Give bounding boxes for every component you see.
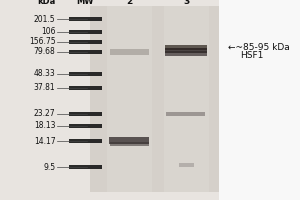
Text: 48.33: 48.33 <box>34 70 56 78</box>
Bar <box>69 139 102 143</box>
Bar <box>165 51 207 56</box>
Text: ←~85-95 kDa: ←~85-95 kDa <box>228 44 290 52</box>
Bar <box>69 112 102 116</box>
Text: 3: 3 <box>183 0 189 6</box>
Bar <box>69 30 102 34</box>
Bar <box>69 165 102 169</box>
Text: kDa: kDa <box>37 0 56 6</box>
Text: HSF1: HSF1 <box>240 51 263 60</box>
Bar <box>110 49 148 55</box>
Bar <box>219 0 300 200</box>
Bar <box>165 48 207 53</box>
Bar <box>69 40 102 44</box>
Bar <box>165 45 207 50</box>
Text: 18.13: 18.13 <box>34 121 56 130</box>
Text: 106: 106 <box>41 27 56 36</box>
Bar <box>69 50 102 54</box>
Text: MW: MW <box>77 0 94 6</box>
Text: 37.81: 37.81 <box>34 83 56 92</box>
Bar <box>109 137 149 144</box>
Bar <box>164 6 208 192</box>
Bar <box>167 112 206 116</box>
Bar <box>69 124 102 128</box>
Bar <box>69 72 102 76</box>
Bar <box>69 17 102 21</box>
Text: 201.5: 201.5 <box>34 15 56 23</box>
Bar <box>110 142 148 146</box>
Text: 9.5: 9.5 <box>44 162 56 171</box>
Bar <box>106 6 152 192</box>
Text: 14.17: 14.17 <box>34 136 56 146</box>
Text: 23.27: 23.27 <box>34 110 56 118</box>
Text: 79.68: 79.68 <box>34 47 56 56</box>
Text: 2: 2 <box>126 0 132 6</box>
Bar <box>69 86 102 90</box>
Bar <box>178 163 194 167</box>
Bar <box>90 6 219 192</box>
Text: 156.75: 156.75 <box>29 38 56 46</box>
